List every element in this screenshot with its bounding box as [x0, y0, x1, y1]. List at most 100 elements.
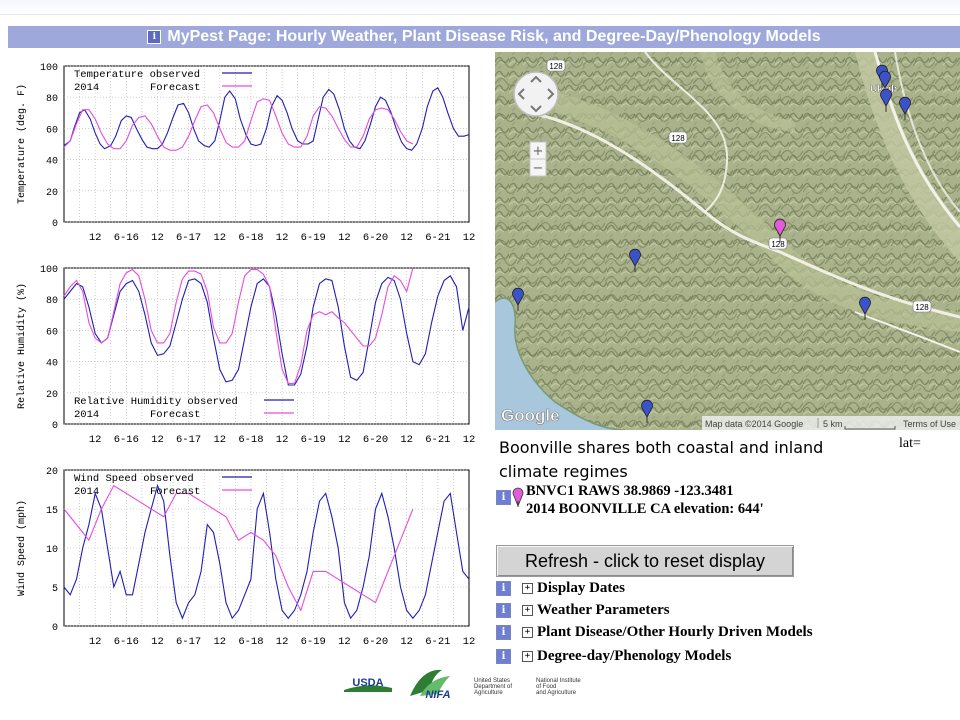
x-tick-label: 6-19	[301, 636, 326, 648]
info-icon[interactable]: i	[147, 30, 162, 44]
observed-series-line	[63, 483, 470, 620]
route-shield: 128	[668, 131, 688, 144]
map-caption: Boonville shares both coastal and inland…	[499, 438, 824, 481]
menu-item-label[interactable]: Display Dates	[537, 579, 625, 596]
menu-item-label[interactable]: Degree-day/Phenology Models	[537, 647, 732, 664]
legend-forecast-label: Forecast	[150, 486, 200, 498]
y-tick-label: 80	[46, 296, 58, 307]
x-tick-label: 6-17	[176, 636, 201, 648]
selected-station-pin[interactable]	[774, 218, 786, 242]
zoom-out-button[interactable]: −	[533, 161, 544, 176]
humidity-chart: 0 20 40 60 80 100 12 6-16 12 6-17 12 6-18 12 6-19 12 6-…	[16, 265, 476, 446]
y-axis-label: Temperature (deg. F)	[16, 84, 28, 204]
station-pin[interactable]	[859, 296, 871, 320]
y-tick-label: 15	[46, 506, 58, 517]
x-tick-label: 12	[276, 434, 289, 446]
menu-item-label[interactable]: Plant Disease/Other Hourly Driven Models	[537, 623, 813, 640]
zoom-in-button[interactable]: +	[533, 144, 544, 159]
y-tick-label: 0	[52, 623, 58, 634]
menu-item-weather-parameters[interactable]: i + Weather Parameters	[496, 600, 670, 620]
menu-item-display-dates[interactable]: i + Display Dates	[496, 578, 625, 598]
x-tick-label: 12	[213, 434, 226, 446]
legend-forecast-label: Forecast	[150, 82, 200, 94]
x-tick-label: 12	[276, 636, 289, 648]
x-tick-label: 12	[400, 434, 413, 446]
y-tick-label: 100	[40, 63, 58, 74]
x-tick-label: 6-18	[238, 636, 263, 648]
pin-head	[859, 296, 871, 315]
terms-link[interactable]: Terms of Use	[903, 419, 956, 429]
expand-icon[interactable]: +	[522, 582, 533, 594]
info-icon[interactable]: i	[496, 580, 511, 596]
selected-pin-icon	[512, 487, 524, 507]
x-tick-label: 12	[213, 232, 226, 244]
info-icon[interactable]: i	[496, 602, 511, 618]
legend-year-label: 2014	[74, 486, 99, 498]
x-tick-label: 12	[89, 636, 102, 648]
y-tick-label: 40	[46, 359, 58, 370]
usda-text-line: United States	[474, 678, 511, 684]
x-tick-label: 6-20	[363, 232, 388, 244]
pin-head	[879, 70, 891, 89]
expand-icon[interactable]: +	[522, 626, 533, 638]
station-pin[interactable]	[641, 399, 653, 423]
route-label: 128	[915, 303, 929, 312]
y-tick-label: 100	[40, 265, 58, 276]
x-tick-label: 12	[463, 636, 476, 648]
pin-head	[512, 287, 524, 306]
info-icon[interactable]: i	[496, 624, 511, 640]
zoom-control[interactable]: + −	[529, 141, 547, 177]
map-attribution: Map data ©2014 Google	[705, 419, 803, 429]
route-shield: 128	[546, 59, 566, 72]
x-tick-label: 6-18	[238, 434, 263, 446]
pin-head	[899, 96, 911, 115]
station-pin[interactable]	[899, 96, 911, 120]
y-tick-label: 80	[46, 94, 58, 105]
nifa-text-line: of Food	[536, 684, 557, 690]
map-canvas[interactable]: 128 128 128 128 + − Ukiah	[495, 52, 960, 430]
legend-forecast-label: Forecast	[150, 409, 200, 421]
station-pin[interactable]	[880, 88, 892, 112]
x-tick-label: 12	[338, 232, 351, 244]
info-icon[interactable]: i	[496, 648, 511, 664]
x-tick-label: 6-17	[176, 434, 201, 446]
x-tick-label: 6-20	[363, 636, 388, 648]
top-rule	[0, 0, 960, 15]
forecast-series-line	[63, 98, 414, 151]
y-tick-label: 60	[46, 125, 58, 136]
x-tick-label: 12	[463, 434, 476, 446]
menu-item-degree-day[interactable]: i + Degree-day/Phenology Models	[496, 646, 731, 666]
nifa-text-line: National Institute	[536, 678, 581, 684]
temperature-chart: 0 20 40 60 80 100 12 6-16 12 6-17 12 6-18 12 6-19 12 6-…	[16, 63, 475, 244]
y-tick-label: 60	[46, 327, 58, 338]
legend-observed-label: Relative Humidity observed	[74, 396, 238, 408]
expand-icon[interactable]: +	[522, 650, 533, 662]
y-tick-label: 20	[46, 188, 58, 199]
y-tick-label: 0	[52, 219, 58, 230]
station-pin[interactable]	[629, 248, 641, 272]
y-tick-label: 0	[52, 421, 58, 432]
x-tick-label: 12	[151, 636, 164, 648]
x-tick-label: 6-19	[301, 434, 326, 446]
expand-icon[interactable]: +	[522, 604, 533, 616]
station-map[interactable]: 128 128 128 128 + − Ukiah	[495, 52, 960, 430]
x-tick-label: 12	[89, 434, 102, 446]
nifa-wordmark: NIFA	[425, 689, 450, 701]
google-logo: Google	[501, 406, 560, 425]
x-tick-label: 6-21	[425, 636, 450, 648]
station-pin[interactable]	[512, 287, 524, 311]
refresh-button[interactable]: Refresh - click to reset display	[496, 545, 794, 577]
usda-wordmark: USDA	[352, 677, 383, 689]
forecast-series-line	[63, 484, 414, 612]
route-label: 128	[771, 240, 785, 249]
station-name: 2014 BOONVILLE CA elevation: 644'	[526, 501, 764, 517]
menu-item-label[interactable]: Weather Parameters	[537, 601, 670, 618]
x-tick-label: 6-18	[238, 232, 263, 244]
route-label: 128	[549, 62, 563, 71]
info-icon[interactable]: i	[496, 490, 511, 505]
forecast-series-line	[63, 267, 414, 384]
x-tick-label: 6-21	[425, 434, 450, 446]
y-tick-label: 20	[46, 467, 58, 478]
pan-control[interactable]	[513, 71, 559, 117]
menu-item-disease-models[interactable]: i + Plant Disease/Other Hourly Driven Mo…	[496, 622, 813, 642]
